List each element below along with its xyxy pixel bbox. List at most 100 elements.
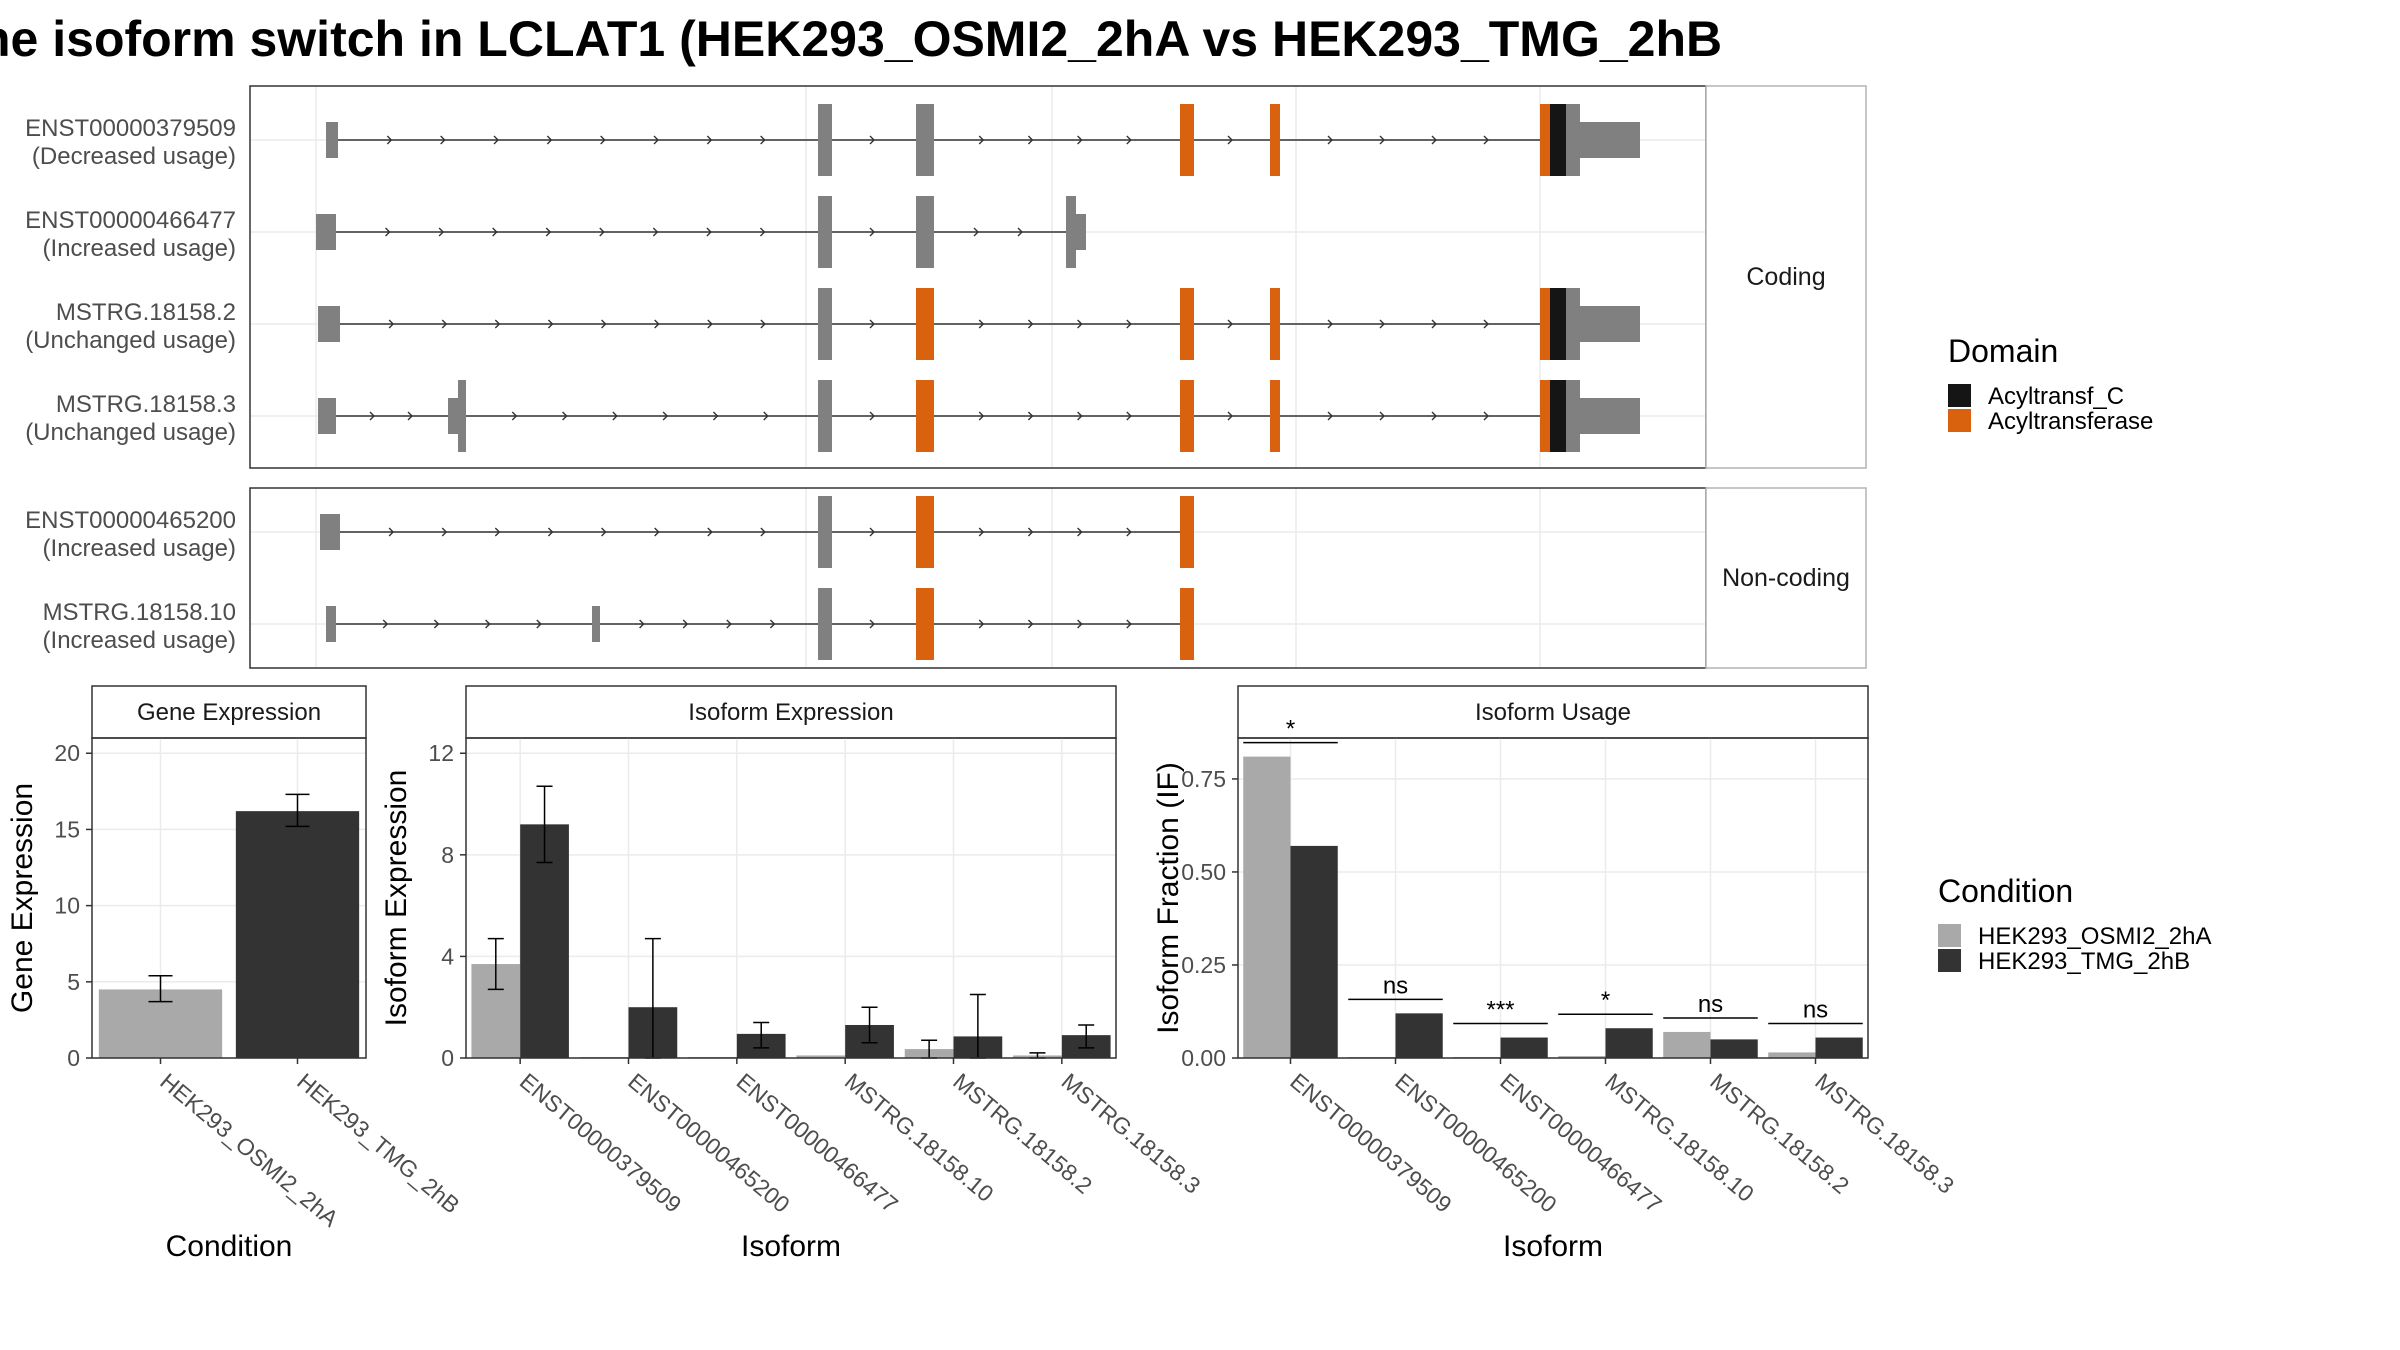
- y-tick-label: 0.25: [1181, 952, 1226, 978]
- y-tick-label: 0: [441, 1045, 454, 1071]
- exon-block: [818, 496, 832, 568]
- intron-arrow: [547, 527, 554, 537]
- condition-legend-swatch: [1938, 924, 1961, 947]
- y-tick-label: 5: [67, 969, 80, 995]
- exon-block: [592, 606, 600, 642]
- transcript-usage: (Increased usage): [43, 627, 236, 654]
- intron-arrow: [1483, 135, 1489, 145]
- panel-title-strip: [1237, 685, 1869, 739]
- intron-arrow: [1027, 319, 1034, 329]
- exon-block: [916, 380, 934, 452]
- intron-arrow: [1027, 527, 1034, 537]
- exon-block: [1540, 288, 1550, 360]
- structure-panel-border: [249, 487, 1707, 669]
- panel-title-strip-label: Isoform Usage: [1475, 699, 1631, 726]
- intron-arrow: [978, 135, 985, 145]
- exon-block: [1566, 380, 1580, 452]
- significance-label: ns: [1383, 972, 1408, 999]
- bar: [1243, 756, 1291, 1058]
- transcript-name: ENST00000465200: [25, 507, 236, 534]
- exon-block: [326, 122, 338, 158]
- exon-block: [1550, 104, 1566, 176]
- intron-arrow: [601, 527, 607, 537]
- exon-block: [1180, 104, 1194, 176]
- exon-block: [1566, 104, 1580, 176]
- intron-arrow: [769, 619, 776, 629]
- exon-block: [916, 104, 934, 176]
- transcript-usage: (Decreased usage): [32, 143, 236, 170]
- bar: [1500, 1037, 1548, 1058]
- intron-arrow: [438, 227, 445, 237]
- intron-arrow: [662, 411, 669, 421]
- intron-arrow: [386, 135, 393, 145]
- intron-arrow: [978, 619, 985, 629]
- domain-legend-title: Domain: [1948, 333, 2058, 369]
- exon-block: [1270, 288, 1280, 360]
- intron-arrow: [1327, 411, 1333, 421]
- intron-arrow: [441, 319, 448, 329]
- y-tick-label: 8: [441, 842, 454, 868]
- bar: [1290, 845, 1338, 1058]
- bar: [1395, 1013, 1443, 1058]
- transcript-structure-panel: ENST00000379509(Decreased usage) ENST0000…: [25, 85, 1867, 669]
- transcript-usage: (Unchanged usage): [25, 327, 236, 354]
- exon-block: [1540, 104, 1550, 176]
- exon-block: [1066, 196, 1076, 268]
- intron-arrow: [545, 227, 552, 237]
- exon-block: [1550, 288, 1566, 360]
- intron-arrow: [712, 411, 719, 421]
- plot-border: [91, 737, 367, 1059]
- intron-arrow: [494, 319, 501, 329]
- exon-block: [916, 196, 934, 268]
- exon-block: [1180, 288, 1194, 360]
- x-axis-title: Condition: [166, 1230, 293, 1263]
- intron-arrow: [433, 619, 440, 629]
- intron-arrow: [1431, 135, 1437, 145]
- condition-legend-title: Condition: [1938, 873, 2073, 909]
- y-axis-title: Isoform Fraction (IF): [1152, 762, 1185, 1034]
- intron-arrow: [869, 227, 875, 237]
- exon-block: [326, 606, 336, 642]
- domain-legend-swatch: [1948, 384, 1971, 407]
- transcript-name: MSTRG.18158.2: [56, 299, 236, 326]
- y-tick-label: 20: [54, 740, 80, 766]
- intron-arrow: [1327, 319, 1333, 329]
- intron-arrow: [492, 227, 498, 237]
- panel-title-strip: [91, 685, 367, 739]
- intron-arrow: [760, 527, 766, 537]
- exon-block: [916, 288, 934, 360]
- intron-arrow: [511, 411, 518, 421]
- transcript-group: ENST00000379509(Decreased usage) ENST0000…: [25, 85, 1867, 469]
- intron-arrow: [760, 319, 766, 329]
- intron-arrow: [369, 411, 375, 421]
- intron-arrow: [1126, 411, 1132, 421]
- intron-arrow: [1227, 411, 1233, 421]
- intron-arrow: [388, 527, 395, 537]
- exon-block: [448, 398, 454, 434]
- intron-arrow: [1483, 319, 1489, 329]
- transcript-usage: (Increased usage): [43, 235, 236, 262]
- intron-arrow: [869, 527, 875, 537]
- panel-title-strip-label: Isoform Expression: [688, 699, 893, 726]
- intron-arrow: [547, 319, 554, 329]
- intron-arrow: [706, 227, 712, 237]
- exon-block: [320, 514, 340, 550]
- isoform-usage-chart: Isoform Usage0.000.250.500.75ENST0000037…: [1152, 685, 1959, 1263]
- domain-legend-label: Acyltransferase: [1988, 408, 2153, 435]
- exon-block: [1550, 380, 1566, 452]
- intron-arrow: [759, 227, 766, 237]
- intron-arrow: [654, 527, 660, 537]
- exon-block: [1180, 496, 1194, 568]
- transcript-name: ENST00000466477: [25, 207, 236, 234]
- transcript-group: ENST00000465200(Increased usage)MSTRG.18…: [25, 487, 1867, 669]
- exon-block: [1580, 306, 1640, 342]
- intron-arrow: [1379, 411, 1385, 421]
- transcript-usage: (Unchanged usage): [25, 419, 236, 446]
- figure-title-strip: he isoform switch in LCLAT1 (HEK293_OSMI…: [0, 2, 2400, 82]
- intron-arrow: [1227, 135, 1233, 145]
- intron-arrow: [1126, 527, 1132, 537]
- bar: [1605, 1028, 1653, 1058]
- bar: [1768, 1052, 1816, 1058]
- transcript-name: ENST00000379509: [25, 115, 236, 142]
- domain-legend-label: Acyltransf_C: [1988, 383, 2124, 410]
